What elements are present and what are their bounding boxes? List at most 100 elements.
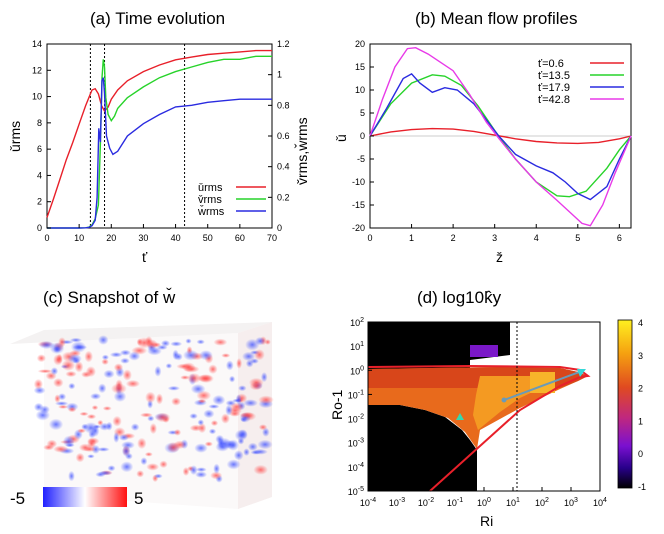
snapshot-texture-blob	[247, 442, 258, 451]
snapshot-texture-blob	[232, 398, 243, 403]
snapshot-texture-blob	[239, 412, 255, 419]
snapshot-texture-blob	[252, 448, 268, 455]
panel-b-ytick-label: 20	[355, 39, 365, 49]
panel-a-legend-label: w̌rms	[197, 204, 225, 218]
panel-d-xtick-label: 103	[564, 497, 578, 508]
snapshot-texture-blob	[68, 470, 75, 482]
panel-a-legend-label: v̌rms	[198, 194, 222, 206]
panel-d-dot-marker	[501, 397, 507, 403]
snapshot-texture-blob	[238, 385, 247, 392]
snapshot-texture-blob	[128, 351, 141, 361]
snapshot-texture-blob	[172, 349, 179, 361]
snapshot-texture-blob	[196, 374, 213, 383]
panel-b-series-line	[369, 73, 632, 201]
panel-a-legend-label: ǔrms	[198, 182, 223, 194]
snapshot-texture-blob	[107, 465, 116, 472]
snapshot-texture-blob	[81, 423, 89, 430]
snapshot-texture-blob	[98, 335, 109, 345]
panel-b-xtick-label: 6	[617, 233, 622, 243]
snapshot-texture-blob	[236, 358, 243, 369]
panel-b-ytick-label: 5	[360, 108, 365, 118]
snapshot-texture-blob	[203, 409, 215, 419]
snapshot-texture-blob	[84, 350, 93, 363]
snapshot-texture-blob	[113, 391, 127, 402]
snapshot-texture-blob	[255, 336, 266, 346]
panel-d-ytick-label: 10-1	[348, 389, 364, 400]
stability-boundary	[367, 364, 591, 492]
snapshot-texture-blob	[43, 444, 55, 451]
snapshot-texture-blob	[229, 375, 236, 383]
snapshot-texture-blob	[195, 467, 207, 472]
panel-d-ytick-label: 10-5	[348, 486, 364, 497]
panel-d-xtick-label: 101	[506, 497, 520, 508]
panel-b-xtick-label: 2	[451, 233, 456, 243]
panel-a-xtick-label: 60	[235, 233, 245, 243]
panel-d-triangle-marker	[456, 413, 464, 420]
panel-b-ytick-label: -15	[352, 200, 365, 210]
panel-a-ytick-label: 14	[32, 39, 42, 49]
snapshot-texture-blob	[74, 361, 84, 373]
panel-b-xtick-label: 0	[367, 233, 372, 243]
snapshot-texture-blob	[189, 465, 198, 476]
snapshot-texture-blob	[87, 454, 95, 459]
panel-d-colorbar	[617, 319, 633, 489]
snapshot-texture-blob	[78, 443, 92, 452]
panel-b-ytick-label: 10	[355, 85, 365, 95]
panel-b-ytick-label: 0	[360, 131, 365, 141]
snapshot-texture-blob	[87, 437, 100, 445]
panel-d-ytick-label: 100	[350, 365, 364, 376]
panel-a-frame	[46, 43, 273, 229]
panel-c-colorbar-max: 5	[134, 489, 143, 508]
panel-a-xtick-label: 40	[171, 233, 181, 243]
region-light-orange	[473, 376, 545, 430]
snapshot-texture-blob	[99, 422, 111, 431]
snapshot-texture-blob	[121, 445, 131, 457]
snapshot-texture-blob	[53, 445, 69, 453]
panel-b-legend-label: ť=42.8	[538, 94, 570, 106]
panel-d-colorbar-tick: 3	[638, 351, 643, 361]
panel-d-colorbar-tick: 4	[638, 318, 643, 328]
snapshot-texture-blob	[145, 336, 153, 347]
snapshot-texture-blob	[68, 382, 76, 390]
snapshot-texture-blob	[197, 419, 205, 426]
snapshot-texture-blob	[67, 406, 77, 413]
snapshot-texture-blob	[130, 423, 140, 431]
snapshot-texture-blob	[91, 405, 99, 411]
panel-d: (d) log10k̂y 10-4 10-3 10-2 10-1 100 101 102 10…	[329, 288, 646, 529]
snapshot-texture-blob	[153, 473, 163, 479]
snapshot-texture-blob	[208, 404, 220, 409]
snapshot-texture-blob	[189, 413, 198, 420]
snapshot-texture-blob	[111, 383, 127, 394]
snapshot-texture-blob	[91, 425, 100, 437]
snapshot-texture-blob	[197, 399, 207, 404]
snapshot-texture-blob	[190, 384, 206, 394]
snapshot-texture-blob	[136, 338, 143, 346]
snapshot-texture-blob	[185, 338, 192, 344]
panel-a-ytick-label: 6	[37, 144, 42, 154]
panel-a-ytick-right-label: 0.4	[277, 162, 290, 172]
snapshot-texture-blob	[194, 443, 208, 453]
snapshot-texture-blob	[225, 360, 234, 371]
panel-d-xtick-label: 10-2	[418, 497, 434, 508]
panel-b-xtick-label: 3	[492, 233, 497, 243]
panel-d-arrow	[503, 370, 583, 401]
snapshot-texture-blob	[125, 379, 140, 388]
snapshot-texture-blob	[208, 364, 218, 375]
panel-b-legend-label: ť=13.5	[538, 70, 570, 82]
panel-b-series-line	[369, 46, 632, 227]
panel-a-xtick-label: 10	[74, 233, 84, 243]
panel-a-xtick-label: 0	[44, 233, 49, 243]
panel-a-xtick-label: 20	[106, 233, 116, 243]
panel-b-xlabel: ž	[496, 249, 503, 265]
panel-a-ytick-right-label: 0.2	[277, 192, 290, 202]
snapshot-texture-blob	[120, 357, 130, 364]
snapshot-texture-blob	[226, 459, 241, 470]
panel-b-xtick-label: 1	[409, 233, 414, 243]
snapshot-texture-blob	[242, 351, 256, 362]
panel-a-ylabel-right: v̌rms,w̌rms	[294, 117, 310, 185]
snapshot-texture-blob	[213, 338, 228, 346]
snapshot-texture-blob	[61, 359, 76, 371]
snapshot-texture-blob	[101, 354, 109, 360]
snapshot-texture-blob	[119, 349, 131, 356]
panel-d-ytick-label: 101	[350, 341, 364, 352]
